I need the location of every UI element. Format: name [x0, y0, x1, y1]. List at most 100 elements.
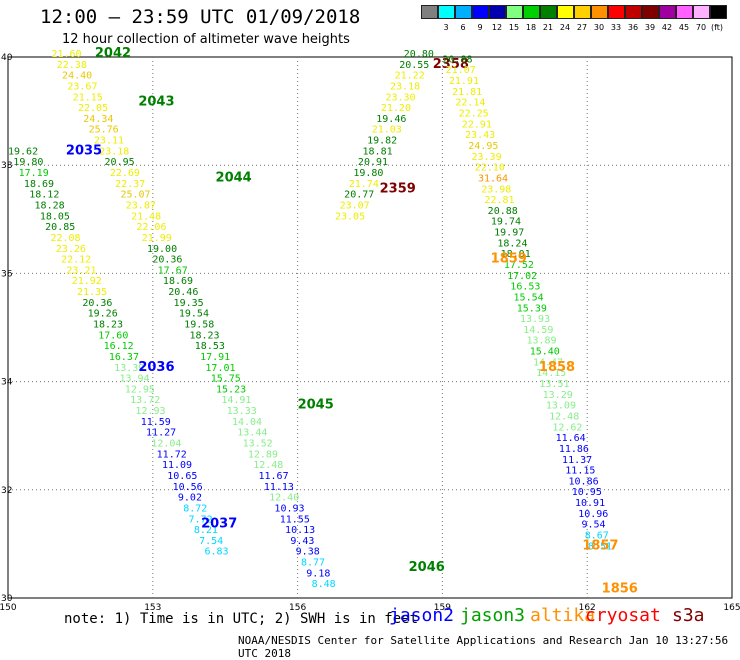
legend-label: 70: [695, 23, 707, 32]
wave-height-value: 22.08: [50, 233, 80, 244]
legend-swatch: [489, 5, 506, 19]
wave-height-value: 21.92: [72, 276, 102, 287]
wave-height-value: 9.02: [178, 493, 202, 504]
wave-height-value: 9.43: [290, 536, 314, 547]
axis-ticks: 150 153 156 159 162 165 40 38 36 34 32 30: [0, 53, 740, 613]
legend-swatch: [591, 5, 608, 19]
legend-label: 39: [644, 23, 656, 32]
pass-time-label: 2359: [380, 181, 416, 196]
wave-height-value: 20.46: [168, 287, 198, 298]
wave-height-value: 13.39: [114, 363, 144, 374]
wave-height-value: 24.40: [62, 71, 92, 82]
wave-height-value: 22.06: [136, 222, 166, 233]
track-altika: 20.8821.0721.9121.8122.1422.2522.9123.43…: [442, 54, 637, 596]
wave-height-value: 16.37: [109, 352, 139, 363]
wave-height-value: 21.74: [349, 179, 379, 190]
lat-tick-label: 30: [1, 594, 13, 604]
legend-label: 9: [477, 23, 483, 32]
wave-height-value: 11.13: [264, 482, 294, 493]
wave-height-value: 22.25: [459, 109, 489, 120]
legend-unit: (ft): [710, 23, 724, 32]
wave-height-value: 13.29: [543, 390, 573, 401]
lon-tick-label: 159: [434, 603, 451, 613]
wave-height-value: 20.55: [399, 60, 429, 71]
wave-height-value: 21.48: [131, 211, 161, 222]
wave-height-value: 12.62: [552, 422, 582, 433]
legend-swatch: [540, 5, 557, 19]
wave-height-value: 18.53: [195, 341, 225, 352]
wave-height-value: 19.46: [376, 114, 406, 125]
wave-height-value: 8.51: [588, 541, 612, 552]
legend-swatch: [421, 5, 438, 19]
wave-height-value: 9.18: [306, 568, 330, 579]
lat-tick-label: 40: [1, 53, 13, 63]
credit-line: NOAA/NESDIS Center for Satellite Applica…: [238, 634, 729, 660]
wave-height-value: 8.77: [301, 558, 325, 569]
wave-height-value: 12.04: [151, 439, 181, 450]
satellite-s3a: s3a: [672, 605, 705, 626]
wave-height-value: 23.21: [66, 265, 96, 276]
pass-time-label: 2036: [138, 360, 174, 375]
wave-height-value: 23.43: [465, 130, 495, 141]
wave-height-value: 8.72: [183, 503, 207, 514]
legend-label: 15: [508, 23, 520, 32]
pass-time-label: 1858: [539, 360, 575, 375]
wave-height-value: 22.10: [475, 163, 505, 174]
wave-height-value: 11.67: [259, 471, 289, 482]
pass-time-label: 2358: [433, 57, 469, 72]
wave-height-value: 13.44: [237, 428, 267, 439]
altimeter-tracks: 21.6022.3824.4023.6721.1522.0524.3425.76…: [8, 46, 638, 597]
wave-height-value: 19.54: [179, 309, 209, 320]
track-jason2: 19.6219.8017.1918.6918.1218.2818.0520.85…: [8, 143, 237, 557]
wave-height-value: 11.72: [157, 449, 187, 460]
wave-height-value: 12.89: [248, 449, 278, 460]
wave-height-value: 10.86: [569, 476, 599, 487]
wave-height-value: 22.38: [57, 60, 87, 71]
wave-height-value: 24.34: [83, 114, 113, 125]
wave-height-value: 18.01: [501, 249, 531, 260]
pass-time-label: 2046: [409, 560, 445, 575]
wave-height-value: 9.54: [581, 520, 605, 531]
map-frame: [7, 56, 733, 599]
wave-height-value: 22.14: [455, 98, 485, 109]
wave-height-value: 21.81: [452, 87, 482, 98]
wave-height-value: 8.48: [312, 579, 336, 590]
legend-swatch: [693, 5, 710, 19]
wave-height-value: 14.91: [221, 395, 251, 406]
pass-time-label: 2035: [66, 143, 102, 158]
wave-height-value: 14.47: [533, 357, 563, 368]
wave-height-value: 18.24: [497, 238, 527, 249]
wave-height-value: 20.88: [442, 54, 472, 65]
pass-time-label: 2042: [95, 46, 131, 61]
wave-height-value: 19.62: [8, 146, 38, 157]
wave-height-value: 24.95: [468, 141, 498, 152]
legend-label: 12: [491, 23, 503, 32]
wave-height-value: 15.40: [530, 347, 560, 358]
wave-height-value: 23.18: [390, 81, 420, 92]
wave-height-value: 19.80: [13, 157, 43, 168]
wave-height-value: 23.07: [340, 200, 370, 211]
wave-height-value: 10.93: [274, 503, 304, 514]
wave-height-value: 21.22: [395, 71, 425, 82]
wave-height-value: 22.05: [78, 103, 108, 114]
map-border: [7, 56, 733, 599]
wave-height-value: 18.12: [29, 190, 59, 201]
wave-height-value: 12.40: [269, 493, 299, 504]
wave-height-value: 11.55: [280, 514, 310, 525]
pass-time-label: 1859: [491, 252, 527, 267]
map-title: 12:00 – 23:59 UTC 01/09/2018: [40, 6, 361, 28]
wave-height-value: 15.54: [514, 292, 544, 303]
wave-height-value: 19.26: [88, 309, 118, 320]
wave-height-value: 21.60: [51, 49, 81, 60]
wave-height-value: 12.48: [253, 460, 283, 471]
wave-height-value: 25.07: [120, 190, 150, 201]
pass-time-label: 2045: [298, 398, 334, 413]
satellite-jason3: jason3: [460, 605, 526, 626]
legend-label: 42: [661, 23, 673, 32]
wave-height-value: 15.75: [211, 374, 241, 385]
pass-time-label: 2037: [201, 517, 237, 532]
wave-height-value: 17.91: [200, 352, 230, 363]
wave-height-value: 15.39: [517, 303, 547, 314]
legend-label: 21: [542, 23, 554, 32]
wave-height-value: 13.72: [130, 395, 160, 406]
